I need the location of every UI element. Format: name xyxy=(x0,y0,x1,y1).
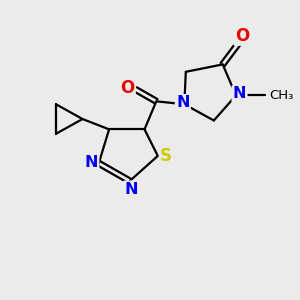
Text: S: S xyxy=(160,147,172,165)
Text: N: N xyxy=(233,86,246,101)
Text: N: N xyxy=(85,155,98,170)
Text: N: N xyxy=(176,95,190,110)
Text: CH₃: CH₃ xyxy=(269,89,293,102)
Text: O: O xyxy=(235,26,249,44)
Text: O: O xyxy=(120,79,134,97)
Text: N: N xyxy=(124,182,138,197)
